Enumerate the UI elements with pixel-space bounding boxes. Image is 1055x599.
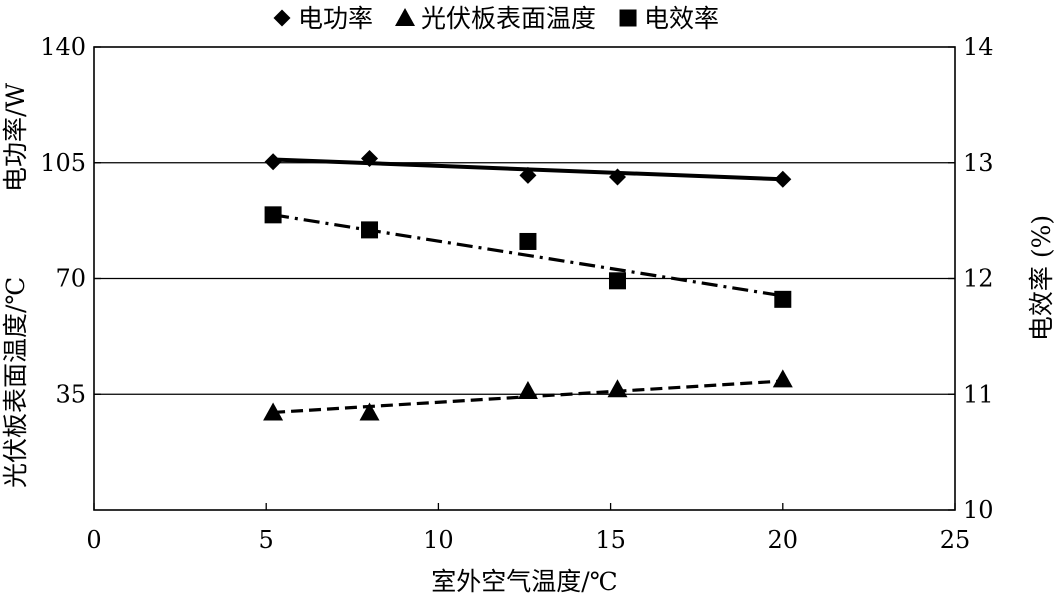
x-tick-label: 5 bbox=[259, 526, 274, 554]
x-tick-label: 10 bbox=[423, 526, 454, 554]
legend-item-efficiency: 电效率 bbox=[619, 4, 719, 33]
y-right-tick-label: 13 bbox=[963, 149, 994, 177]
series-power bbox=[264, 149, 792, 188]
series-efficiency bbox=[264, 206, 792, 308]
grid bbox=[94, 162, 955, 395]
x-axis-title: 室外空气温度/℃ bbox=[431, 567, 617, 596]
x-tick-label: 25 bbox=[940, 526, 971, 554]
point-surface-temp bbox=[517, 380, 538, 399]
x-tick-label: 15 bbox=[595, 526, 626, 554]
point-efficiency bbox=[361, 221, 379, 239]
point-surface-temp bbox=[607, 379, 628, 398]
y-right-tick-label: 12 bbox=[963, 265, 994, 293]
y-left-tick-label: 140 bbox=[40, 33, 86, 61]
point-surface-temp bbox=[263, 402, 284, 421]
point-efficiency bbox=[519, 232, 537, 250]
legend-label-power: 电功率 bbox=[298, 4, 373, 33]
legend: 电功率 光伏板表面温度 电效率 bbox=[273, 4, 719, 33]
y-left-tick-label: 35 bbox=[55, 380, 86, 408]
legend-marker-surface-temp bbox=[395, 8, 416, 26]
y-left-title-power: 电功率/W bbox=[1, 83, 30, 192]
legend-item-power: 电功率 bbox=[273, 4, 373, 33]
legend-marker-efficiency bbox=[619, 9, 637, 27]
y-left-axis-title: 光伏板表面温度/℃ 电功率/W bbox=[1, 83, 30, 488]
point-power bbox=[361, 149, 379, 167]
y-right-axis-title: 电效率 (%) bbox=[1027, 215, 1055, 341]
y-right-tick-label: 14 bbox=[963, 33, 994, 61]
point-efficiency bbox=[774, 290, 792, 308]
series-layer bbox=[263, 149, 793, 421]
y-left-tick-label: 105 bbox=[40, 149, 86, 177]
point-surface-temp bbox=[359, 402, 380, 421]
y-left-title-temp: 光伏板表面温度/℃ bbox=[1, 277, 30, 488]
point-power bbox=[774, 170, 792, 188]
series-surface-temp bbox=[263, 369, 793, 421]
x-tick-label: 20 bbox=[768, 526, 799, 554]
trendline-efficiency bbox=[272, 213, 784, 298]
legend-marker-power bbox=[273, 9, 291, 27]
point-power bbox=[264, 153, 282, 171]
point-power bbox=[519, 166, 537, 184]
y-right-tick-label: 11 bbox=[963, 380, 994, 408]
y-right-tick-label: 10 bbox=[963, 496, 994, 524]
legend-item-surface-temp: 光伏板表面温度 bbox=[395, 4, 596, 33]
x-tick-label: 0 bbox=[86, 526, 101, 554]
legend-label-surface-temp: 光伏板表面温度 bbox=[421, 4, 596, 33]
y-left-tick-label: 70 bbox=[55, 265, 86, 293]
legend-label-efficiency: 电效率 bbox=[644, 4, 719, 33]
point-surface-temp bbox=[772, 369, 793, 388]
axes bbox=[93, 46, 956, 511]
tick-labels: 0 5 10 15 20 25 35 70 105 140 10 11 12 13 14 bbox=[40, 33, 993, 554]
point-power bbox=[608, 168, 626, 186]
point-efficiency bbox=[264, 206, 282, 224]
point-efficiency bbox=[608, 272, 626, 290]
